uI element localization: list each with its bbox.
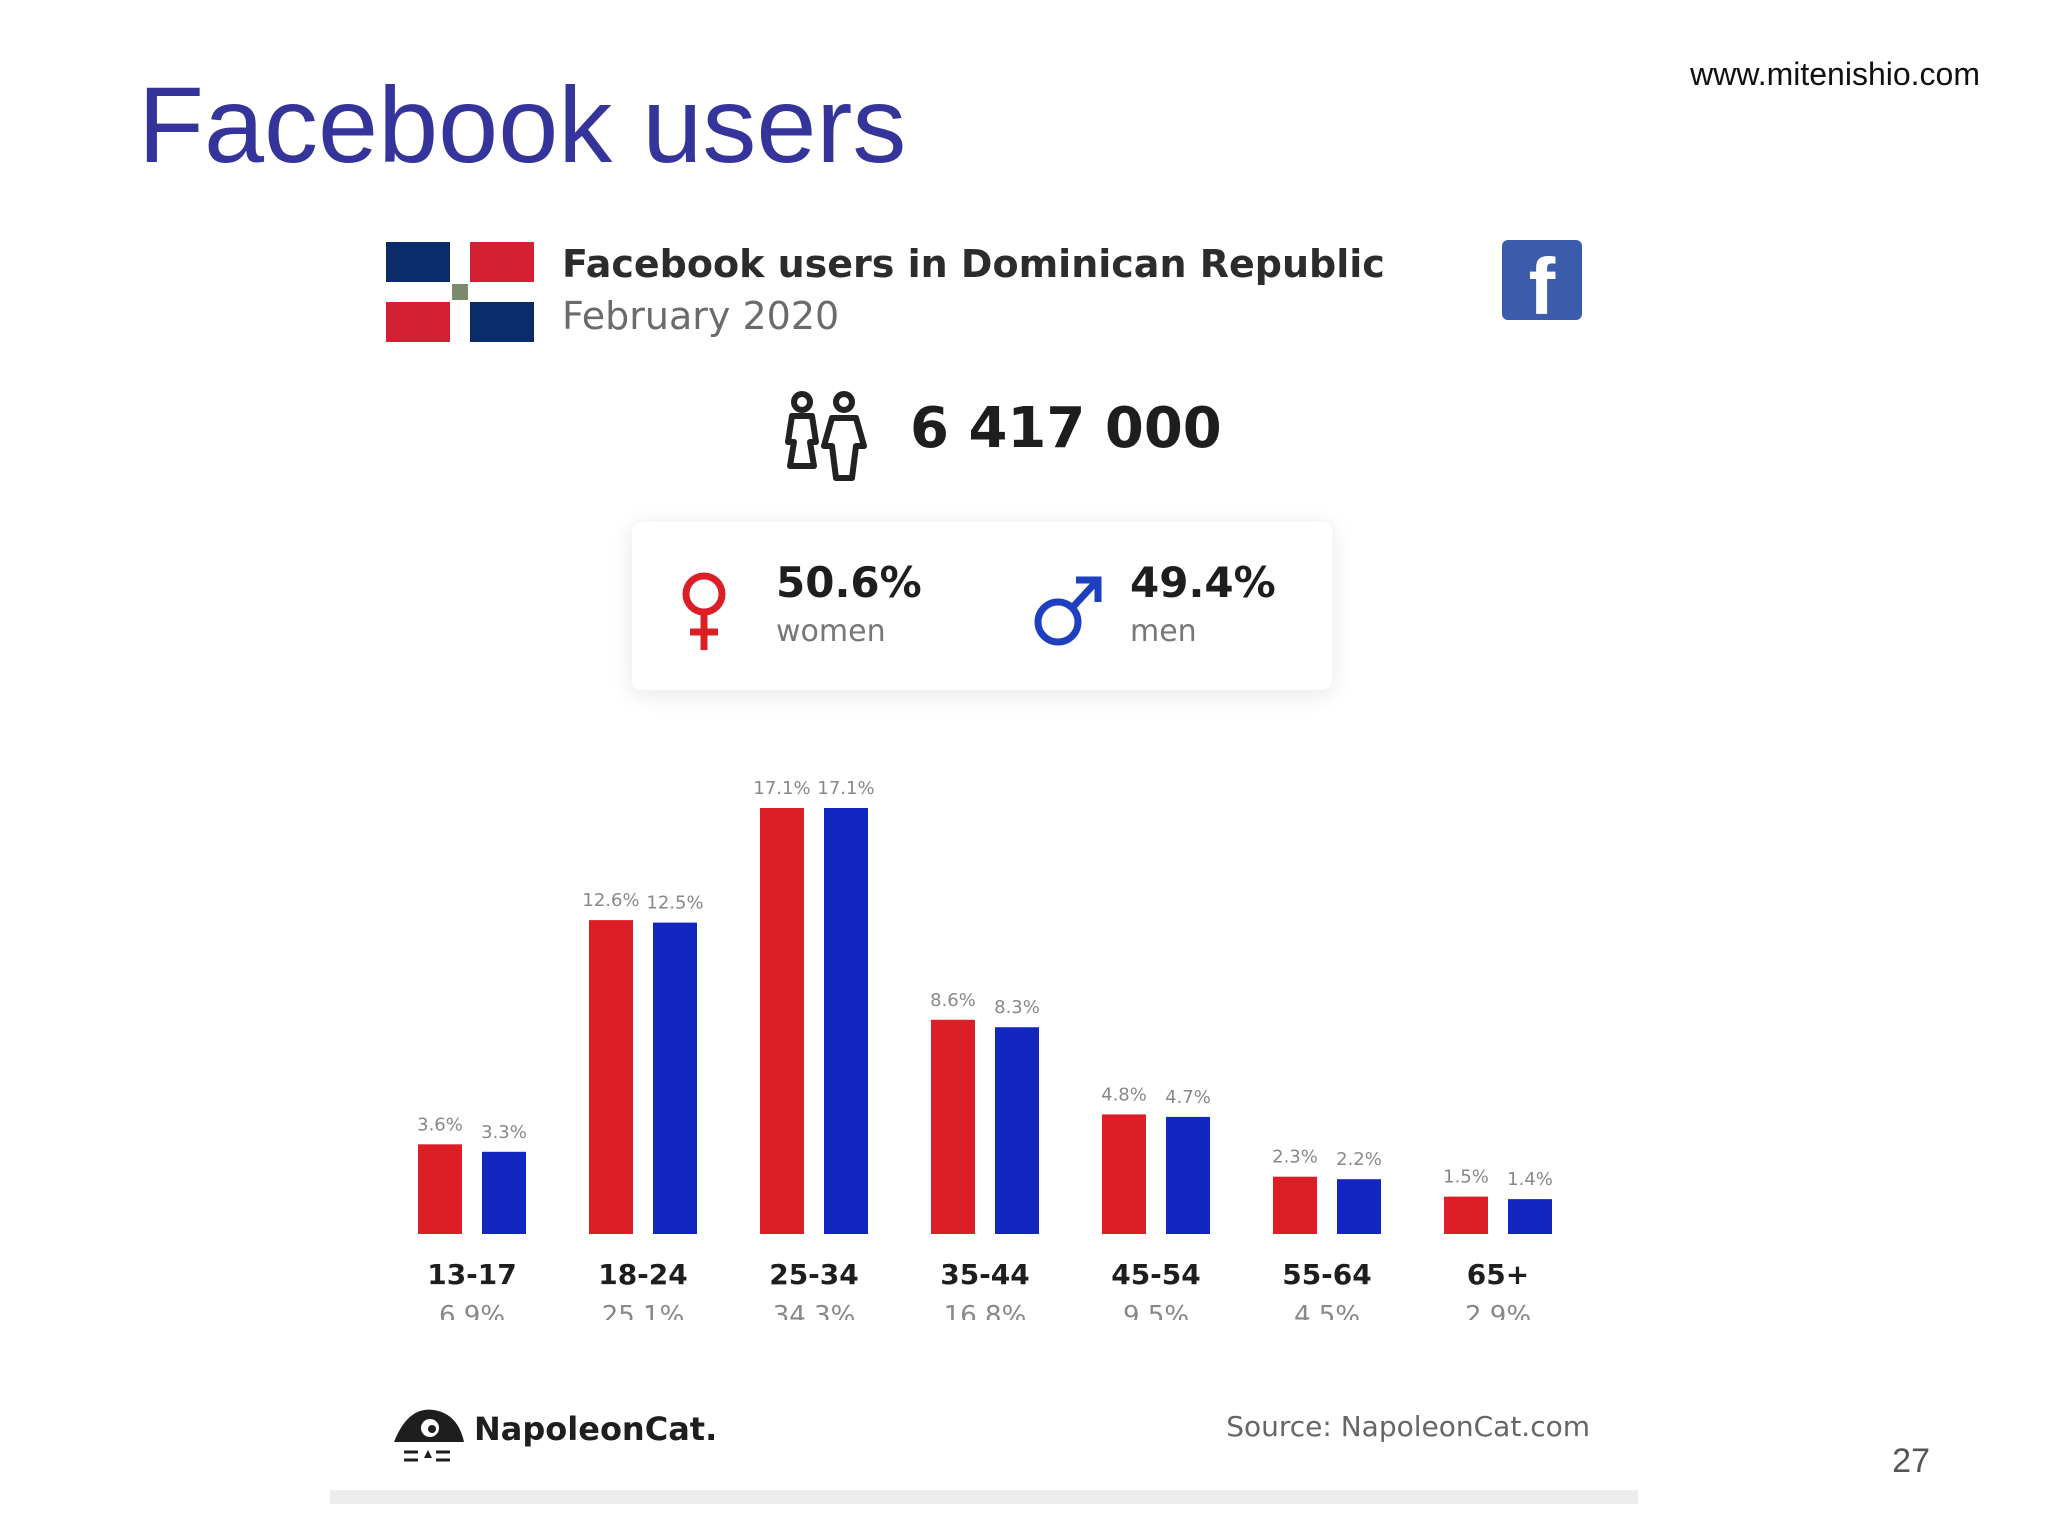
slide-number: 27 xyxy=(1892,1442,1930,1480)
bar-value-label: 3.6% xyxy=(417,1114,463,1135)
category-total-label: 4.5% xyxy=(1294,1301,1360,1320)
x-tick-label: 18-24 xyxy=(598,1258,688,1291)
bar-value-label: 3.3% xyxy=(481,1122,527,1143)
bar-men-45-54 xyxy=(1166,1116,1210,1234)
bar-value-label: 8.6% xyxy=(930,990,976,1011)
bar-value-label: 1.5% xyxy=(1443,1167,1489,1188)
bar-value-label: 4.8% xyxy=(1101,1084,1147,1105)
female-icon xyxy=(682,572,726,650)
napoleoncat-logo-icon xyxy=(394,1409,464,1462)
category-total-label: 16.8% xyxy=(944,1301,1027,1320)
users-icon xyxy=(785,391,867,481)
total-users: 6 417 000 xyxy=(910,396,1222,461)
facebook-logo-icon: f xyxy=(1502,240,1582,320)
brand-name: NapoleonCat. xyxy=(474,1410,718,1448)
infographic-card: Facebook users in Dominican Republic Feb… xyxy=(330,220,1638,1498)
category-total-label: 34.3% xyxy=(773,1301,856,1320)
bar-women-45-54 xyxy=(1102,1114,1146,1234)
bar-women-13-17 xyxy=(418,1144,462,1234)
bar-value-label: 17.1% xyxy=(817,778,874,799)
bar-value-label: 2.2% xyxy=(1336,1149,1382,1170)
category-total-label: 2.9% xyxy=(1465,1301,1531,1320)
x-tick-label: 55-64 xyxy=(1282,1258,1372,1291)
gender-split-box: 50.6% women 49.4% men xyxy=(632,522,1332,690)
bar-women-18-24 xyxy=(589,920,633,1234)
category-total-label: 25.1% xyxy=(602,1301,685,1320)
x-tick-label: 25-34 xyxy=(769,1258,859,1291)
card-divider xyxy=(330,1490,1638,1504)
category-total-label: 6.9% xyxy=(439,1301,505,1320)
male-icon xyxy=(1034,576,1102,646)
women-label: women xyxy=(776,614,886,649)
slide-title: Facebook users xyxy=(138,64,907,185)
women-percentage: 50.6% xyxy=(776,558,922,607)
x-tick-label: 65+ xyxy=(1467,1258,1529,1291)
bar-men-25-34 xyxy=(824,808,868,1234)
infographic-title: Facebook users in Dominican Republic xyxy=(562,242,1385,286)
bar-women-55-64 xyxy=(1273,1176,1317,1234)
bar-value-label: 1.4% xyxy=(1507,1169,1553,1190)
men-label: men xyxy=(1130,614,1197,649)
x-tick-label: 13-17 xyxy=(427,1258,517,1291)
dominican-flag-icon xyxy=(386,242,534,342)
bar-men-18-24 xyxy=(653,922,697,1234)
bar-value-label: 17.1% xyxy=(753,778,810,799)
bar-value-label: 12.6% xyxy=(582,890,639,911)
bar-value-label: 4.7% xyxy=(1165,1087,1211,1108)
age-gender-bar-chart: 3.6% 3.3% 13-17 6.9% 12.6% 12.5% 18-24 25.1% 17.… xyxy=(417,778,1553,1320)
bar-men-65+ xyxy=(1508,1199,1552,1234)
bar-value-label: 12.5% xyxy=(646,893,703,914)
men-percentage: 49.4% xyxy=(1130,558,1276,607)
bar-value-label: 2.3% xyxy=(1272,1147,1318,1168)
category-total-label: 9.5% xyxy=(1123,1301,1189,1320)
x-tick-label: 45-54 xyxy=(1111,1258,1201,1291)
x-tick-label: 35-44 xyxy=(940,1258,1030,1291)
bar-men-55-64 xyxy=(1337,1179,1381,1234)
bar-women-35-44 xyxy=(931,1019,975,1234)
bar-men-35-44 xyxy=(995,1027,1039,1234)
napoleoncat-brand: NapoleonCat. xyxy=(388,1398,717,1468)
bar-women-65+ xyxy=(1444,1196,1488,1234)
infographic-date: February 2020 xyxy=(562,294,840,338)
bar-value-label: 8.3% xyxy=(994,997,1040,1018)
source-note: Source: NapoleonCat.com xyxy=(1226,1410,1590,1443)
bar-women-25-34 xyxy=(760,808,804,1234)
bar-men-13-17 xyxy=(482,1151,526,1234)
site-url: www.mitenishio.com xyxy=(1690,56,1980,92)
